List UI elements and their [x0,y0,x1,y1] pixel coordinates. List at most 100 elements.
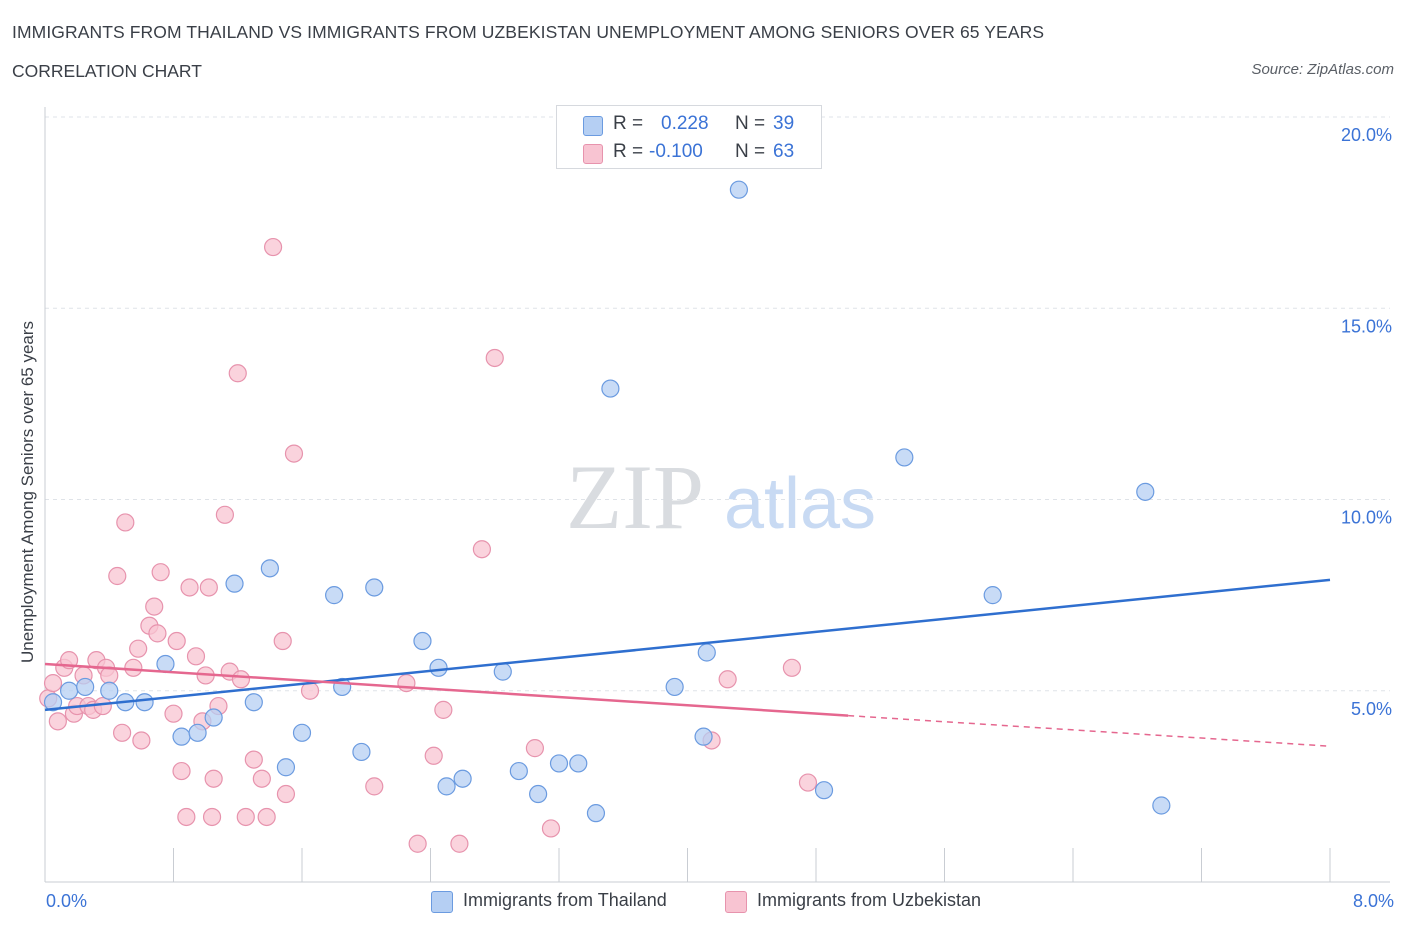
thailand-point [665,677,684,697]
tick-labels: 5.0% 10.0% 15.0% 20.0% [1341,125,1392,719]
uzbekistan-point [472,540,491,559]
uzbekistan-point [485,348,504,368]
trend-lines [44,578,1331,747]
n-value: 39 [773,113,795,134]
thailand-point [814,781,834,800]
uzbekistan-point [263,237,283,257]
n-value: 63 [773,141,795,162]
thailand-point [204,708,223,727]
uzbekistan-point [177,807,196,827]
thailand-point [697,643,716,662]
thailand-swatch [583,116,603,136]
uzbekistan-point [215,505,234,524]
uzbekistan-point [236,807,255,827]
thailand-point [352,742,371,762]
thailand-point [156,654,175,674]
uzbekistan-point [397,673,416,693]
thailand-point [983,586,1002,605]
uzbekistan-point [252,769,271,788]
thailand-point [569,754,588,773]
thailand-point [244,693,263,712]
stats-legend: R = 0.228 N = 39 R = -0.100 N = 63 [556,105,822,169]
y-tick-label: 10.0% [1341,508,1392,528]
r-label: R = [613,113,644,134]
thailand-point [493,662,512,681]
thailand-trend-line [44,578,1331,712]
uzbekistan-trend-line [44,662,849,717]
grid-lines [45,116,1390,692]
thailand-points [43,180,1171,823]
uzbekistan-point [145,597,164,616]
thailand-point [76,677,95,697]
uzbekistan-point [244,750,263,769]
n-label: N = [735,141,766,162]
uzbekistan-point [116,513,135,532]
uzbekistan-point [148,624,167,643]
uzbekistan-point [151,563,170,582]
y-tick-label: 5.0% [1351,699,1392,719]
uzbekistan-point [276,784,296,804]
x-tick-label-max: 8.0% [1352,891,1394,911]
uzbekistan-point [186,647,206,666]
thailand-point [1152,796,1171,815]
watermark-zip: ZIP [566,446,704,548]
chart-subtitle: CORRELATION CHART [12,61,202,81]
thailand-point [260,559,279,578]
x-tick-label-min: 0.0% [46,891,88,911]
thailand-point [188,723,207,742]
uzbekistan-swatch [583,144,603,164]
uzbekistan-legend-label: Immigrants from Uzbekistan [757,890,982,910]
uzbekistan-point [43,673,63,693]
thailand-point [429,658,448,677]
thailand-point [529,784,548,804]
uzbekistan-point [108,566,127,586]
y-tick-label: 20.0% [1341,125,1392,145]
uzbekistan-point [718,670,737,689]
uzbekistan-point [257,807,276,827]
uzbekistan-point [199,578,218,597]
uzbekistan-point [164,704,183,723]
uzbekistan-point [48,712,67,731]
uzbekistan-point [129,639,148,658]
thailand-point [325,586,344,605]
uzbekistan-point [228,364,247,383]
zipatlas-watermark: ZIP atlas [566,446,876,548]
chart-title: IMMIGRANTS FROM THAILAND VS IMMIGRANTS F… [12,22,1045,42]
uzbekistan-point [434,700,453,719]
uzbekistan-point [167,631,186,651]
axes [44,107,1390,883]
uzbekistan-point [541,819,561,838]
uzbekistan-legend-swatch [725,891,747,913]
thailand-point [694,727,713,746]
thailand-point [43,693,63,712]
uzbekistan-trend-extension [848,714,1331,747]
thailand-point [135,693,154,712]
uzbekistan-point [231,670,251,689]
thailand-point [453,769,472,788]
uzbekistan-point [202,807,222,827]
thailand-point [100,681,119,700]
thailand-point [365,578,384,597]
uzbekistan-point [112,723,132,742]
uzbekistan-point [365,777,384,796]
thailand-point [1136,482,1155,501]
thailand-legend-swatch [431,891,453,913]
thailand-point [895,448,914,467]
uzbekistan-point [450,834,469,853]
thailand-point [586,804,606,823]
uzbekistan-point [408,834,427,853]
r-value: 0.228 [661,113,709,134]
uzbekistan-point [782,658,802,677]
r-value: -0.100 [649,141,703,162]
thailand-point [437,777,456,796]
r-label: R = [613,141,644,162]
y-axis-title: Unemployment Among Seniors over 65 years [18,320,37,664]
uzbekistan-point [284,444,304,463]
thailand-legend-label: Immigrants from Thailand [463,890,667,910]
uzbekistan-point [180,578,199,597]
uzbekistan-point [93,696,112,716]
y-tick-label: 15.0% [1341,316,1392,336]
thailand-point [59,681,79,700]
thailand-point [276,758,296,777]
source-label: Source: ZipAtlas.com [1251,61,1394,78]
